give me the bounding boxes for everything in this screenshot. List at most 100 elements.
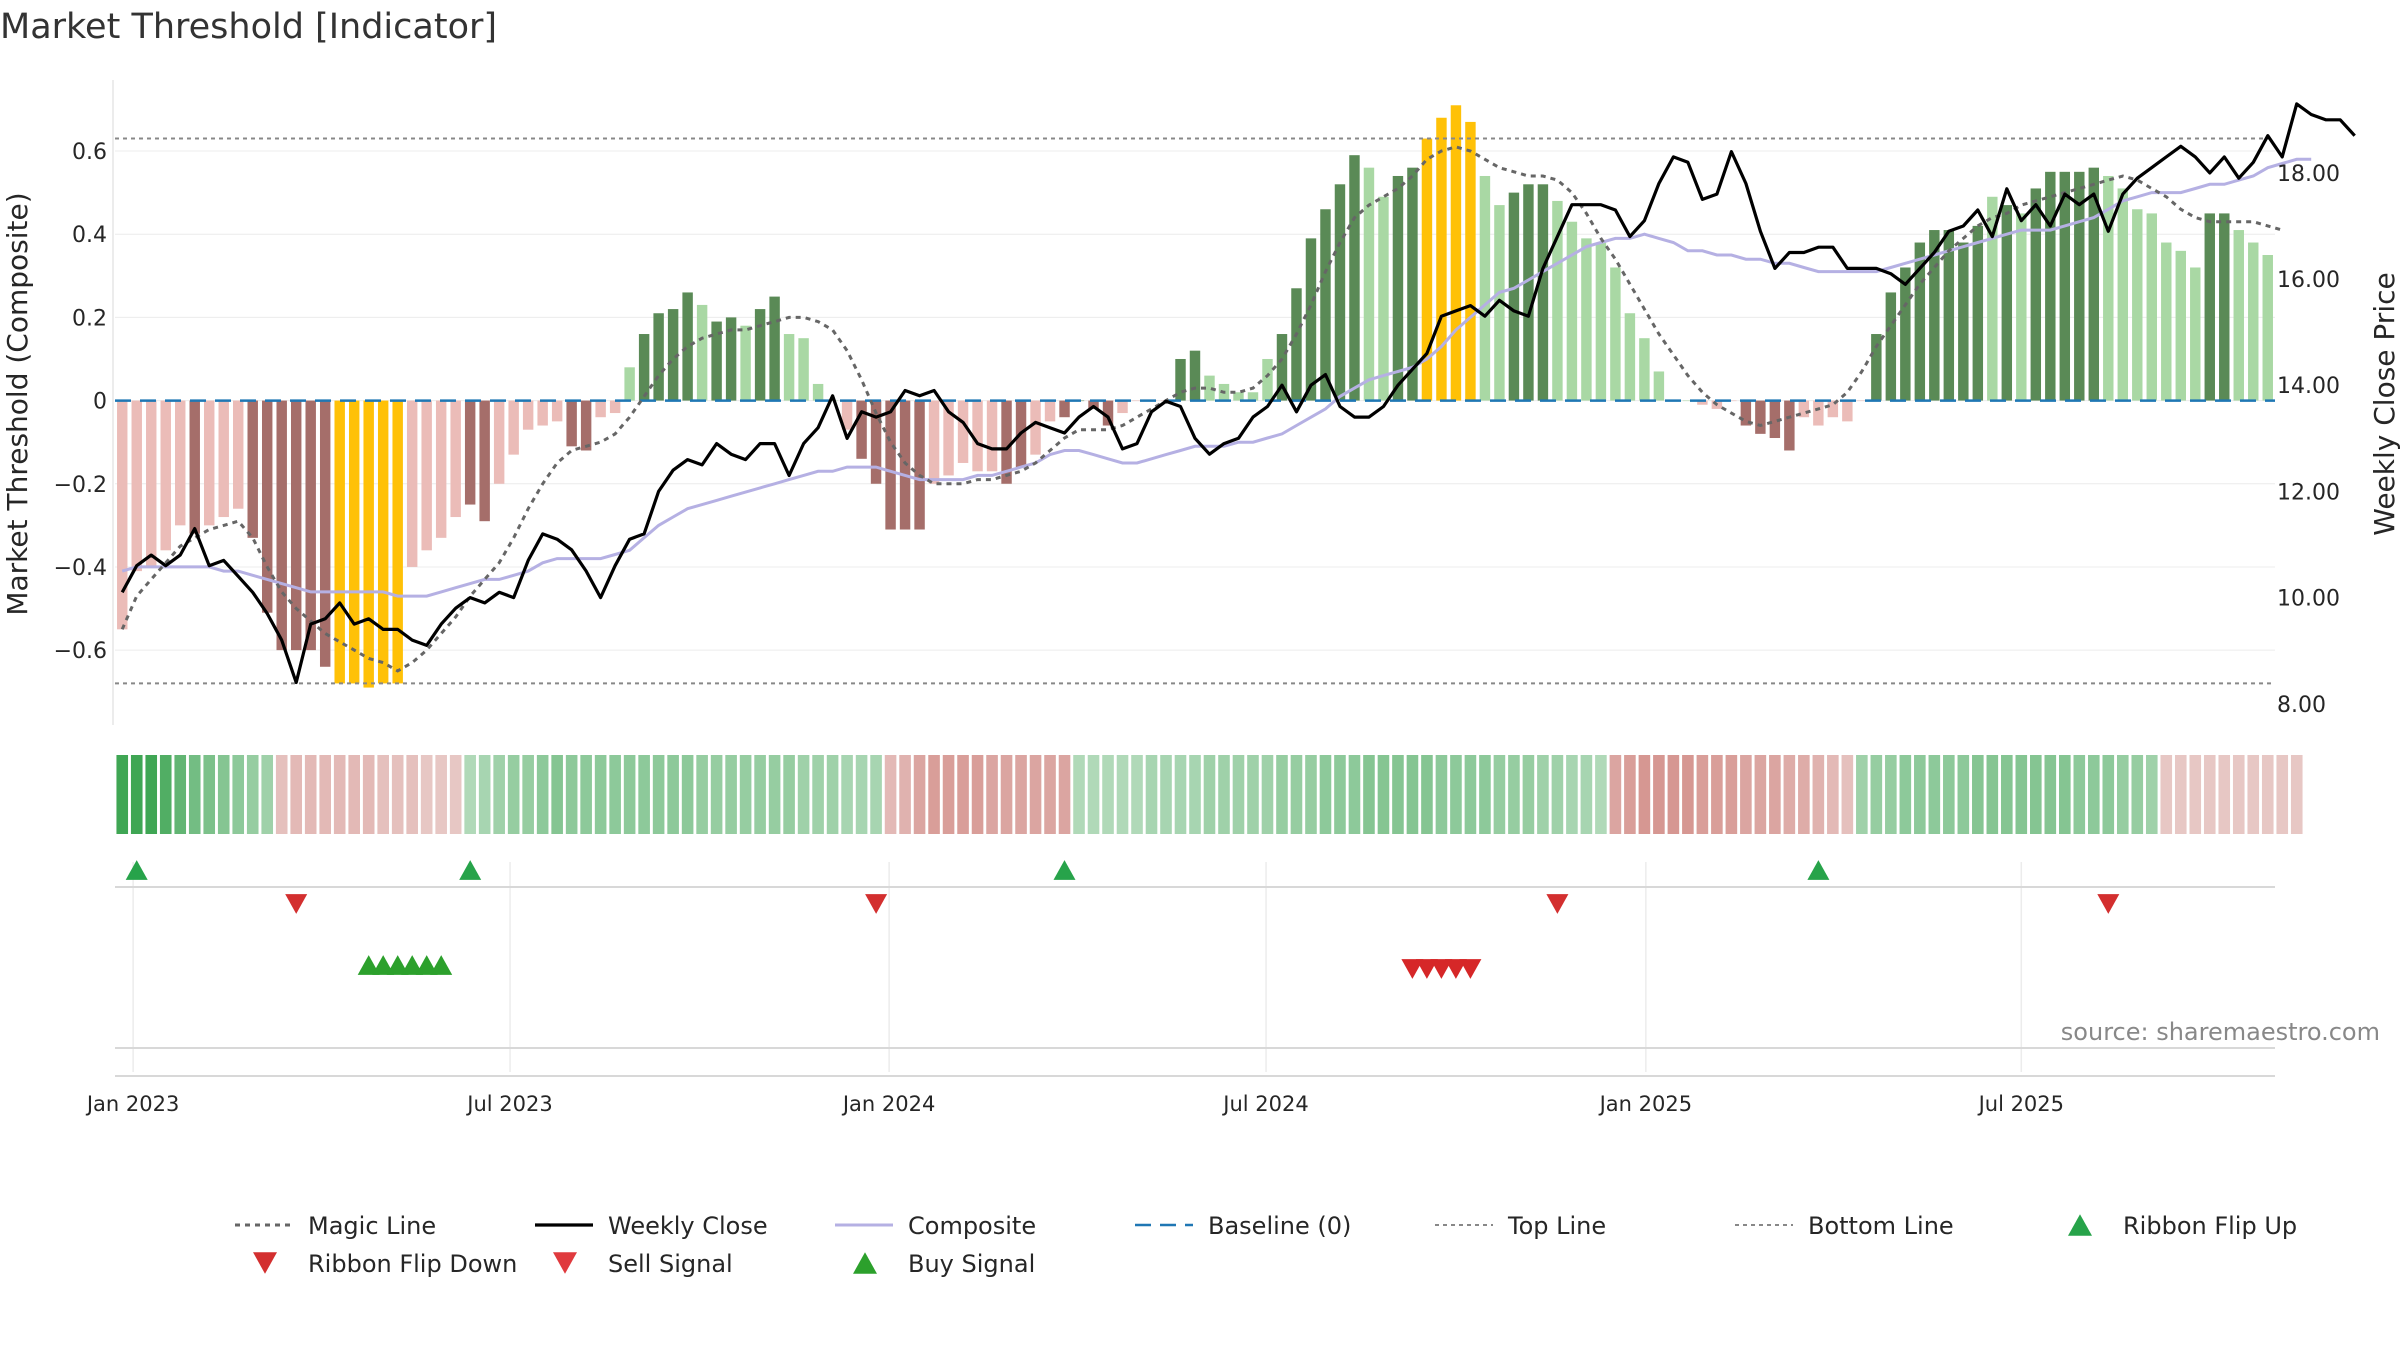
- grid-layer: [112, 80, 2275, 1077]
- threshold-bar: [1204, 375, 1215, 401]
- threshold-bar: [653, 313, 664, 401]
- ribbon-cell: [1189, 755, 1201, 834]
- legend-label: Buy Signal: [908, 1250, 1035, 1278]
- ribbon-cell: [1247, 755, 1259, 834]
- ribbon-cell: [522, 755, 534, 834]
- threshold-bar: [2088, 167, 2100, 401]
- ribbon-cell: [1522, 755, 1535, 834]
- legend-label: Sell Signal: [608, 1250, 733, 1278]
- y2-tick-label: 18.00: [2277, 162, 2340, 187]
- ribbon-cell: [2087, 755, 2100, 834]
- ribbon-cell: [1624, 755, 1636, 834]
- legend-label: Baseline (0): [1208, 1212, 1351, 1240]
- ribbon-cell: [1566, 755, 1578, 834]
- ribbon-strip: [116, 755, 2303, 834]
- ribbon-cell: [1073, 755, 1085, 834]
- threshold-bar: [1247, 392, 1259, 401]
- ribbon-cell: [1580, 755, 1593, 834]
- ribbon-cell: [449, 755, 462, 834]
- ribbon-cell: [1421, 755, 1433, 834]
- ribbon-cell: [1943, 755, 1955, 834]
- threshold-bar: [479, 400, 490, 522]
- ribbon-cell: [1812, 755, 1825, 834]
- threshold-bar: [348, 400, 360, 684]
- threshold-bar: [319, 400, 331, 667]
- y-tick-label: −0.2: [54, 473, 107, 498]
- ribbon-cell: [1305, 755, 1317, 834]
- threshold-bar: [1842, 400, 1853, 422]
- threshold-bar: [798, 338, 809, 401]
- sell-signal-marker: [1415, 959, 1438, 979]
- ribbon-cell: [319, 755, 331, 834]
- ribbon-cell: [1827, 755, 1839, 834]
- ribbon-cell: [1450, 755, 1462, 834]
- ribbon-flip-down-marker: [2097, 894, 2120, 914]
- threshold-bar: [2016, 213, 2027, 401]
- ribbon-cell: [1334, 755, 1346, 834]
- y2-tick-label: 10.00: [2277, 587, 2340, 612]
- threshold-bar: [1044, 400, 1056, 422]
- buy-signal-marker: [430, 955, 453, 975]
- threshold-bar: [1595, 242, 1607, 401]
- threshold-bar: [1465, 121, 1476, 401]
- ribbon-cell: [1972, 755, 1984, 834]
- threshold-bar: [972, 400, 983, 472]
- threshold-bar: [725, 317, 737, 401]
- ribbon-cell: [1537, 755, 1549, 834]
- threshold-bar: [1682, 400, 1694, 402]
- ribbon-cell: [1885, 755, 1897, 834]
- legend-marker-triangle-down: [253, 1252, 277, 1274]
- composite-line: [121, 157, 2312, 598]
- ribbon-cell: [2001, 755, 2013, 834]
- legend-label: Ribbon Flip Up: [2123, 1212, 2297, 1240]
- ribbon-cell: [2030, 755, 2042, 834]
- ribbon-cell: [913, 755, 926, 834]
- threshold-bar: [1436, 117, 1447, 401]
- x-tick-label: Jul 2024: [1221, 1092, 1308, 1116]
- y-tick-label: 0.4: [72, 223, 107, 248]
- ribbon-flip-up-marker: [125, 860, 148, 880]
- threshold-bar: [711, 321, 722, 401]
- ribbon-cell: [362, 755, 375, 834]
- ribbon-cell: [2059, 755, 2071, 834]
- threshold-bar: [1291, 288, 1302, 401]
- reference-lines: [115, 137, 2275, 685]
- threshold-bar: [1479, 175, 1491, 401]
- threshold-bar: [508, 400, 519, 455]
- threshold-bar: [1987, 196, 1998, 401]
- legend-label: Bottom Line: [1808, 1212, 1954, 1240]
- ribbon-cell: [232, 755, 245, 834]
- ribbon-cell: [594, 755, 607, 834]
- threshold-bar: [2175, 250, 2186, 401]
- threshold-bar: [1450, 105, 1462, 401]
- threshold-bar: [1972, 225, 1984, 401]
- threshold-bar: [2190, 267, 2201, 401]
- threshold-bar: [290, 400, 302, 651]
- threshold-bar: [2161, 242, 2172, 401]
- threshold-bar: [2059, 171, 2071, 401]
- threshold-bar: [421, 400, 432, 551]
- ribbon-cell: [1363, 755, 1375, 834]
- x-tick-label: Jul 2023: [465, 1092, 552, 1116]
- threshold-bar: [1523, 184, 1534, 401]
- ribbon-flip-up-marker: [1807, 860, 1830, 880]
- threshold-bar: [1740, 400, 1752, 426]
- threshold-bar: [1175, 358, 1186, 401]
- ribbon-cell: [855, 755, 868, 834]
- ribbon-cell: [928, 755, 940, 834]
- ribbon-cell: [116, 755, 129, 834]
- ribbon-cell: [1856, 755, 1868, 834]
- ribbon-cell: [304, 755, 317, 834]
- threshold-bar: [943, 400, 954, 476]
- threshold-bar: [204, 400, 215, 526]
- ribbon-cell: [290, 755, 303, 834]
- threshold-bar: [377, 400, 389, 684]
- ribbon-cell: [435, 755, 447, 834]
- threshold-bar: [175, 400, 186, 526]
- threshold-bar: [450, 400, 461, 518]
- threshold-bar: [1697, 400, 1708, 405]
- ribbon-cell: [1232, 755, 1245, 834]
- threshold-bar: [2074, 171, 2085, 401]
- ribbon-cell: [1914, 755, 1926, 834]
- threshold-bar: [1914, 242, 1926, 401]
